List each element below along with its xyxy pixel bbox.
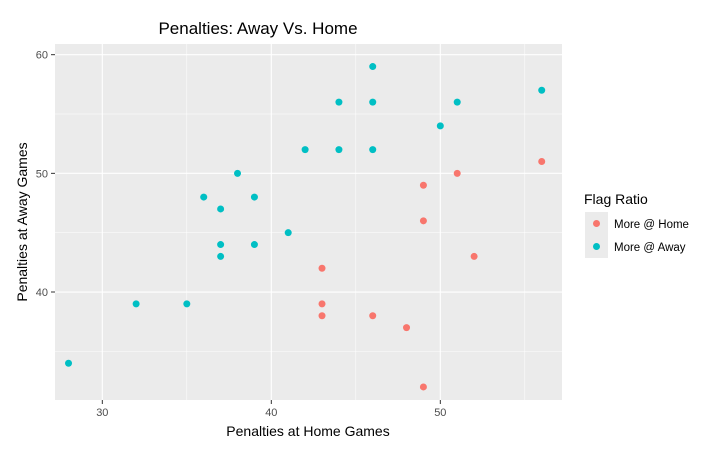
point-more-home [420,383,427,390]
point-more-away [251,194,258,201]
legend-item-more-away: More @ Away [585,235,686,258]
legend: Flag Ratio More @ Home More @ Away [584,191,689,258]
x-tick-label: 40 [265,407,277,419]
plot-panel [55,44,562,400]
point-more-away [369,99,376,106]
y-tick-label: 40 [36,287,48,299]
legend-item-more-home: More @ Home [585,212,689,235]
point-more-home [403,324,410,331]
point-more-home [454,170,461,177]
legend-key-dot [593,243,600,250]
point-more-away [369,63,376,70]
point-more-away [234,170,241,177]
point-more-away [437,122,444,129]
point-more-home [369,312,376,319]
legend-label-more-home: More @ Home [614,219,689,231]
y-tick-label: 60 [36,50,48,62]
point-more-home [471,253,478,260]
point-more-away [538,87,545,94]
x-tick-label: 30 [96,407,108,419]
point-more-away [133,300,140,307]
legend-label-more-away: More @ Away [614,242,686,254]
point-more-away [217,253,224,260]
x-tick-label: 50 [434,407,446,419]
legend-key-dot [593,220,600,227]
point-more-home [319,300,326,307]
point-more-away [454,99,461,106]
point-more-away [217,241,224,248]
point-more-home [319,265,326,272]
point-more-home [420,182,427,189]
point-more-home [319,312,326,319]
y-axis-title: Penalties at Away Games [14,142,30,301]
point-more-away [335,146,342,153]
point-more-away [183,300,190,307]
point-more-away [335,99,342,106]
point-more-away [302,146,309,153]
y-tick-label: 50 [36,168,48,180]
chart-title: Penalties: Away Vs. Home [158,19,357,38]
point-more-away [217,205,224,212]
point-more-away [65,360,72,367]
legend-title: Flag Ratio [584,191,648,207]
point-more-home [420,217,427,224]
point-more-away [251,241,258,248]
point-more-home [538,158,545,165]
point-more-away [285,229,292,236]
point-more-away [369,146,376,153]
x-axis-title: Penalties at Home Games [226,423,389,439]
point-more-away [200,194,207,201]
